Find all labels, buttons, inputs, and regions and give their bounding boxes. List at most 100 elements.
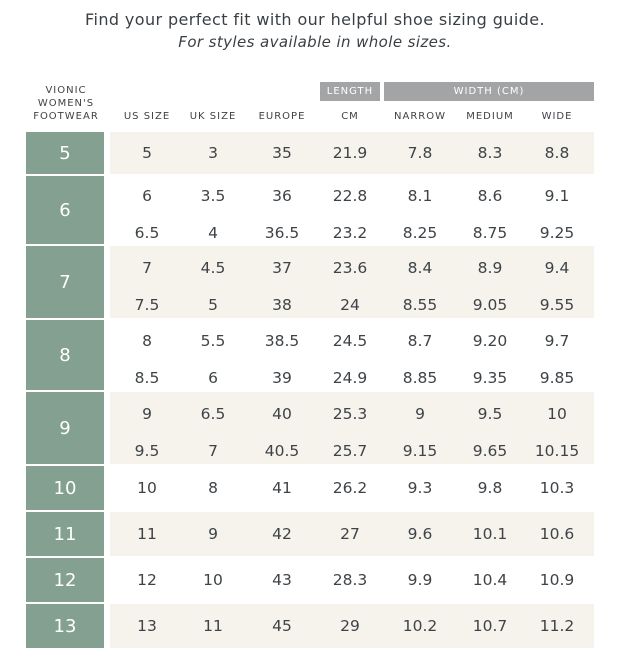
size-row-background xyxy=(110,512,594,556)
table-cell: 9.65 xyxy=(472,442,508,460)
table-cell: 9.4 xyxy=(544,259,570,277)
table-cell: 8 xyxy=(142,332,152,350)
column-header-cm: CM xyxy=(341,111,359,122)
table-cell: 39 xyxy=(272,369,292,387)
table-cell: 10.1 xyxy=(472,525,508,543)
table-cell: 10.3 xyxy=(539,479,575,497)
table-cell: 6.5 xyxy=(200,405,226,423)
size-row-background xyxy=(110,246,594,318)
column-header-uk-size: UK SIZE xyxy=(189,111,237,122)
table-cell: 10 xyxy=(203,571,223,589)
column-header-medium: MEDIUM xyxy=(466,111,514,122)
table-cell: 9.3 xyxy=(407,479,433,497)
table-cell: 9.35 xyxy=(472,369,508,387)
table-cell: 8.55 xyxy=(402,296,438,314)
table-cell: 5 xyxy=(208,296,218,314)
table-cell: 40 xyxy=(272,405,292,423)
table-cell: 8.85 xyxy=(402,369,438,387)
table-cell: 10 xyxy=(547,405,567,423)
table-cell: 9.85 xyxy=(539,369,575,387)
table-cell: 11.2 xyxy=(539,617,575,635)
table-cell: 23.6 xyxy=(332,259,368,277)
table-cell: 8 xyxy=(208,479,218,497)
table-cell: 10.2 xyxy=(402,617,438,635)
size-row-background xyxy=(110,466,594,510)
table-cell: 8.4 xyxy=(407,259,433,277)
table-cell: 9.5 xyxy=(477,405,503,423)
size-row-background xyxy=(110,558,594,602)
brand-header: VIONIC WOMEN'S FOOTWEAR xyxy=(26,84,106,123)
table-cell: 9.05 xyxy=(472,296,508,314)
table-cell: 5 xyxy=(142,144,152,162)
table-cell: 24.9 xyxy=(332,369,368,387)
table-cell: 36 xyxy=(272,187,292,205)
size-row-background xyxy=(110,604,594,648)
table-cell: 38.5 xyxy=(264,332,300,350)
table-cell: 9.5 xyxy=(134,442,160,460)
table-cell: 38 xyxy=(272,296,292,314)
table-cell: 3 xyxy=(208,144,218,162)
table-cell: 22.8 xyxy=(332,187,368,205)
table-cell: 24.5 xyxy=(332,332,368,350)
vionic-size-cell: 10 xyxy=(26,466,104,510)
column-header-wide: WIDE xyxy=(541,111,573,122)
table-cell: 41 xyxy=(272,479,292,497)
table-cell: 13 xyxy=(137,617,157,635)
table-cell: 8.25 xyxy=(402,224,438,242)
table-cell: 37 xyxy=(272,259,292,277)
table-cell: 28.3 xyxy=(332,571,368,589)
size-row-background xyxy=(110,132,594,174)
table-cell: 9.6 xyxy=(407,525,433,543)
table-cell: 6.5 xyxy=(134,224,160,242)
table-cell: 24 xyxy=(340,296,360,314)
table-cell: 8.8 xyxy=(544,144,570,162)
table-cell: 29 xyxy=(340,617,360,635)
vionic-size-cell: 13 xyxy=(26,604,104,648)
table-cell: 10.6 xyxy=(539,525,575,543)
table-cell: 21.9 xyxy=(332,144,368,162)
table-cell: 6 xyxy=(208,369,218,387)
table-cell: 9.15 xyxy=(402,442,438,460)
brand-header-line-2: WOMEN'S xyxy=(37,98,95,109)
table-cell: 9.55 xyxy=(539,296,575,314)
table-cell: 3.5 xyxy=(200,187,226,205)
column-header-us-size: US SIZE xyxy=(123,111,171,122)
vionic-size-cell: 9 xyxy=(26,392,104,464)
table-cell: 6 xyxy=(142,187,152,205)
column-header-europe: EUROPE xyxy=(258,111,306,122)
intro-line-1: Find your perfect fit with our helpful s… xyxy=(85,10,545,29)
table-cell: 43 xyxy=(272,571,292,589)
table-cell: 9.7 xyxy=(544,332,570,350)
size-row-background xyxy=(110,392,594,464)
table-cell: 11 xyxy=(137,525,157,543)
table-cell: 40.5 xyxy=(264,442,300,460)
table-cell: 45 xyxy=(272,617,292,635)
table-cell: 4 xyxy=(208,224,218,242)
table-cell: 42 xyxy=(272,525,292,543)
table-cell: 4.5 xyxy=(200,259,226,277)
table-cell: 8.6 xyxy=(477,187,503,205)
size-row-background xyxy=(110,176,594,244)
table-cell: 9.8 xyxy=(477,479,503,497)
table-cell: 5.5 xyxy=(200,332,226,350)
vionic-size-cell: 7 xyxy=(26,246,104,318)
table-cell: 8.9 xyxy=(477,259,503,277)
table-cell: 7 xyxy=(142,259,152,277)
table-cell: 35 xyxy=(272,144,292,162)
vionic-size-cell: 12 xyxy=(26,558,104,602)
table-cell: 36.5 xyxy=(264,224,300,242)
table-cell: 9.1 xyxy=(544,187,570,205)
vionic-size-cell: 11 xyxy=(26,512,104,556)
intro-line-2: For styles available in whole sizes. xyxy=(178,33,452,51)
table-cell: 8.75 xyxy=(472,224,508,242)
column-header-narrow: NARROW xyxy=(394,111,446,122)
table-cell: 12 xyxy=(137,571,157,589)
table-cell: 10.4 xyxy=(472,571,508,589)
table-cell: 11 xyxy=(203,617,223,635)
table-cell: 8.1 xyxy=(407,187,433,205)
table-cell: 8.3 xyxy=(477,144,503,162)
table-cell: 8.5 xyxy=(134,369,160,387)
length-group-header: LENGTH xyxy=(320,82,380,101)
brand-header-line-1: VIONIC xyxy=(45,85,87,96)
size-row-background xyxy=(110,320,594,390)
